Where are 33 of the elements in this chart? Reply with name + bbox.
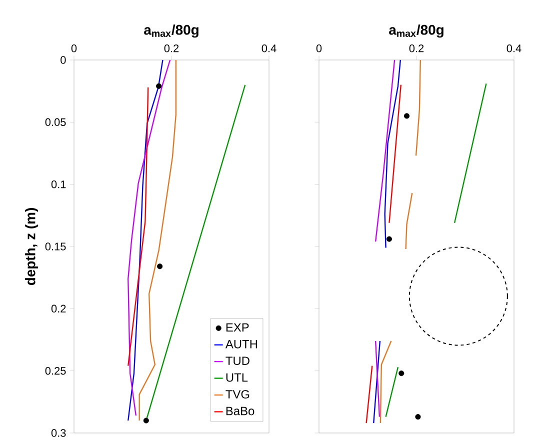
legend-label: EXP <box>226 323 249 332</box>
y-tick-label: 0 <box>60 56 66 64</box>
x-axis-title: a$_{max}$/80g <box>389 24 444 38</box>
legend-label: UTL <box>226 373 248 382</box>
point <box>143 418 149 424</box>
point <box>157 264 163 270</box>
line-series <box>138 59 176 422</box>
x-axis-title: a$_{max}$/80g <box>144 24 198 38</box>
point <box>386 236 392 242</box>
line-series <box>128 59 171 416</box>
point <box>415 414 421 420</box>
x-tick-label: 0.2 <box>409 44 424 52</box>
y-tick-label: 0.1 <box>51 180 66 188</box>
y-tick-label: 0.05 <box>45 118 66 126</box>
legend-label: TUD <box>226 356 250 366</box>
x-tick-label: 0 <box>316 44 322 52</box>
y-tick-label: 0.15 <box>45 242 66 250</box>
y-axis-title: depth, z (m) <box>25 208 38 286</box>
point <box>156 83 162 89</box>
x-tick-label: 0.2 <box>164 44 179 52</box>
x-tick-label: 0.4 <box>262 44 276 52</box>
y-tick-label: 0.3 <box>51 429 66 437</box>
x-tick-label: 0.4 <box>506 44 522 52</box>
point <box>404 113 410 119</box>
y-tick-label: 0.2 <box>51 304 66 313</box>
x-tick-label: 0 <box>71 44 77 52</box>
legend-label: BaBo <box>226 406 254 416</box>
line-series <box>128 86 149 366</box>
y-tick-label: 0.25 <box>45 366 66 375</box>
legend-label: AUTH <box>225 340 257 348</box>
legend-label: TVG <box>226 390 250 399</box>
line-series <box>128 59 164 422</box>
point <box>398 370 404 376</box>
